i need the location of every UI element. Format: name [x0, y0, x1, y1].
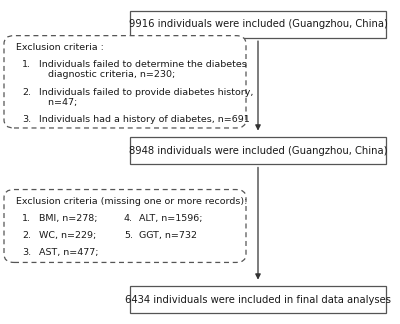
FancyBboxPatch shape	[130, 10, 386, 38]
FancyBboxPatch shape	[4, 190, 246, 262]
Text: AST, n=477;: AST, n=477;	[39, 248, 99, 257]
Text: Exclusion criteria (missing one or more records):: Exclusion criteria (missing one or more …	[16, 197, 247, 206]
Text: 2.: 2.	[22, 231, 31, 240]
Text: BMI, n=278;: BMI, n=278;	[39, 214, 98, 223]
Text: 6434 individuals were included in final data analyses: 6434 individuals were included in final …	[125, 295, 391, 305]
Text: GGT, n=732: GGT, n=732	[139, 231, 197, 240]
Text: Individuals failed to provide diabetes history,
   n=47;: Individuals failed to provide diabetes h…	[39, 87, 254, 107]
Text: 2.: 2.	[22, 87, 31, 97]
FancyBboxPatch shape	[130, 286, 386, 314]
Text: 8948 individuals were included (Guangzhou, China): 8948 individuals were included (Guangzho…	[129, 146, 387, 156]
Text: Exclusion criteria :: Exclusion criteria :	[16, 43, 104, 52]
Text: Individuals failed to determine the diabetes
   diagnostic criteria, n=230;: Individuals failed to determine the diab…	[39, 60, 247, 79]
Text: WC, n=229;: WC, n=229;	[39, 231, 96, 240]
Text: 9916 individuals were included (Guangzhou, China): 9916 individuals were included (Guangzho…	[128, 19, 388, 29]
Text: 3.: 3.	[22, 115, 31, 124]
Text: 1.: 1.	[22, 60, 31, 69]
Text: 4.: 4.	[124, 214, 133, 223]
Text: ALT, n=1596;: ALT, n=1596;	[139, 214, 203, 223]
Text: Individuals had a history of diabetes, n=691: Individuals had a history of diabetes, n…	[39, 115, 250, 124]
Text: 3.: 3.	[22, 248, 31, 257]
FancyBboxPatch shape	[130, 137, 386, 164]
Text: 5.: 5.	[124, 231, 133, 240]
FancyBboxPatch shape	[4, 36, 246, 128]
Text: 1.: 1.	[22, 214, 31, 223]
